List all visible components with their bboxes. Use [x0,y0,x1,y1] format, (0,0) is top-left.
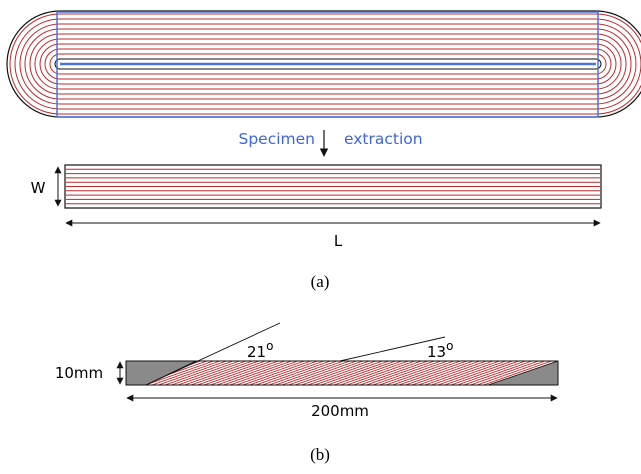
diagonal-fiber-line [588,361,641,385]
extracted-specimen [65,165,601,208]
diagonal-fiber-line [607,361,641,385]
diagonal-fiber-line [601,361,641,385]
diagonal-fiber-line [555,361,623,385]
racetrack-fiber-layout [7,11,641,117]
diagonal-fiber-line [575,361,641,385]
height-label: 10mm [55,364,103,382]
angle2-label: 13o [427,339,453,361]
diagonal-fiber-line [549,361,617,385]
extraction-label-right: extraction [344,130,423,148]
extraction-label-left: Specimen [238,130,315,148]
angle1-label: 21o [247,339,273,361]
diagonal-fiber-line [620,361,641,385]
caption-a: (a) [311,272,330,291]
diagonal-fiber-line [562,361,630,385]
diagonal-fiber-line [594,361,641,385]
length-label: L [334,232,343,250]
width-label: W [31,179,46,197]
angled-specimen [100,361,641,385]
diagonal-fiber-line [568,361,636,385]
length-200-label: 200mm [311,402,369,420]
caption-b: (b) [310,445,330,464]
diagonal-fiber-line [614,361,641,385]
diagonal-fiber-line [581,361,641,385]
